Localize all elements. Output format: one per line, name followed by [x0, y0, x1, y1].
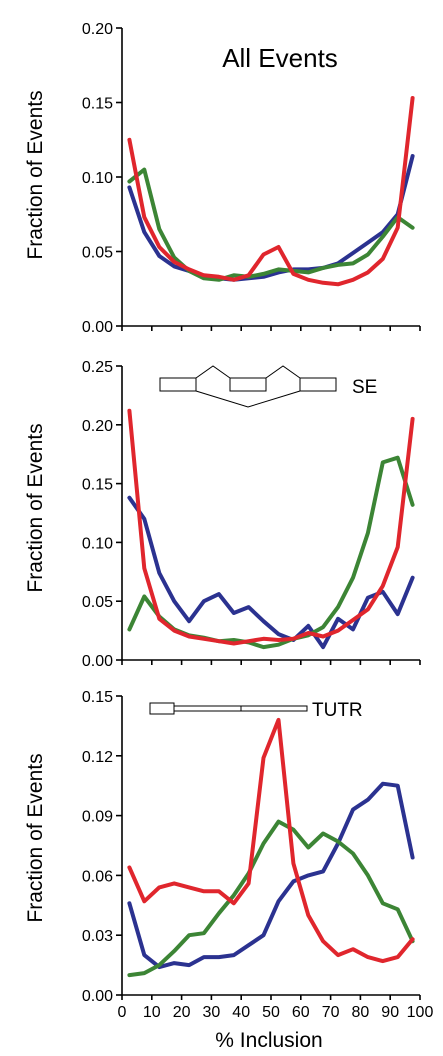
x-tick-label: 70: [322, 1004, 340, 1021]
se-exon-3: [299, 377, 337, 392]
y-tick-label: 0.03: [82, 928, 113, 945]
y-tick-label: 0.12: [82, 749, 113, 766]
se-exon-2: [229, 377, 267, 392]
series-line-blue: [127, 781, 415, 970]
y-tick-label: 0.00: [82, 319, 113, 336]
y-tick-label: 0.15: [82, 96, 113, 113]
panel-title-all-events: All Events: [222, 43, 338, 73]
series-line-blue: [127, 495, 415, 650]
x-tick-label: 80: [352, 1004, 370, 1021]
x-axis-label: % Inclusion: [215, 1029, 322, 1052]
series-line-green: [127, 819, 415, 978]
y-tick-label: 0.06: [82, 868, 113, 885]
y-tick-label: 0.20: [82, 418, 113, 435]
y-tick-label: 0.05: [82, 594, 113, 611]
x-tick-label: 90: [381, 1004, 399, 1021]
y-tick-label: 0.00: [82, 988, 113, 1005]
x-tick-label: 20: [173, 1004, 191, 1021]
y-tick-label: 0.09: [82, 809, 113, 826]
tutr-diagram: [149, 702, 308, 715]
x-axis-tick-labels: 0 10 20 30 40 50 60 70 80 90 100: [118, 1004, 434, 1021]
y-axis-label-panel-3: Fraction of Events: [24, 753, 47, 922]
series-line-red: [127, 717, 415, 964]
se-exon-1: [159, 377, 197, 392]
panel-se: Fraction of Events SE 0.000.050.100.150.…: [24, 359, 421, 670]
series-line-blue: [127, 154, 415, 282]
y-tick-label: 0.15: [82, 689, 113, 706]
panel-1-axes: 0.00 0.05 0.10 0.15 0.20: [82, 21, 421, 336]
x-tick-label: 10: [143, 1004, 161, 1021]
tutr-utr-segment-2: [240, 705, 308, 712]
se-exon-diagram: [159, 365, 337, 408]
tutr-coding-exon: [149, 702, 175, 715]
se-inclusion-junction-2: [265, 365, 301, 379]
x-tick-label: 0: [118, 1004, 127, 1021]
diagram-label-tutr: TUTR: [312, 700, 363, 721]
y-tick-label: 0.15: [82, 477, 113, 494]
y-tick-label: 0.20: [82, 21, 113, 38]
x-tick-label: 30: [203, 1004, 221, 1021]
se-skipping-junction: [195, 390, 301, 408]
panel-1-series: [127, 96, 415, 287]
x-tick-label: 50: [262, 1004, 280, 1021]
x-tick-label: 60: [292, 1004, 310, 1021]
y-axis-label-panel-2: Fraction of Events: [24, 423, 47, 592]
y-axis-label-panel-1: Fraction of Events: [24, 90, 47, 259]
diagram-label-se: SE: [352, 377, 377, 398]
x-tick-label: 100: [407, 1004, 434, 1021]
x-tick-label: 40: [232, 1004, 250, 1021]
panel-2-series: [127, 408, 415, 650]
y-tick-label: 0.10: [82, 170, 113, 187]
series-line-green: [127, 455, 415, 650]
y-tick-label: 0.05: [82, 245, 113, 262]
series-line-red: [127, 408, 415, 646]
panel-3-axes: 0.00 0.03 0.06 0.09 0.12 0.15: [82, 689, 421, 1005]
y-tick-label: 0.00: [82, 653, 113, 670]
y-tick-label: 0.25: [82, 359, 113, 376]
panel-2-axes: 0.00 0.05 0.10 0.15 0.20 0.25: [82, 359, 421, 670]
panel-tutr: Fraction of Events TUTR 0.00 0.03 0.06 0.09…: [24, 689, 433, 1052]
panel-3-series: [127, 717, 415, 978]
se-inclusion-junction-1: [195, 365, 231, 379]
panel-all-events: Fraction of Events All Events 0.000.050.…: [24, 21, 421, 336]
y-tick-label: 0.10: [82, 535, 113, 552]
series-line-green: [127, 167, 415, 282]
tutr-utr-segment-1: [173, 705, 242, 712]
series-line-red: [127, 96, 415, 287]
